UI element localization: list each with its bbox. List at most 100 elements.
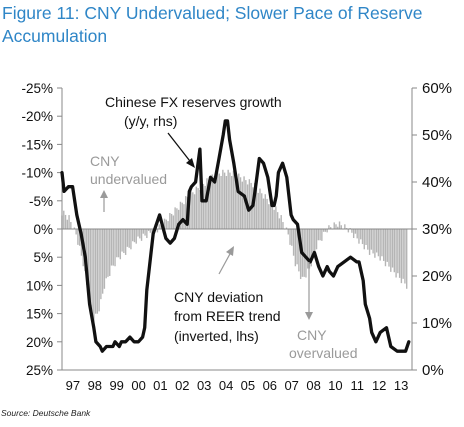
bar: [167, 221, 169, 229]
bar: [314, 229, 316, 252]
bar: [211, 174, 213, 229]
left-tick-label: 15%: [26, 307, 53, 322]
bar: [236, 178, 238, 229]
bar: [177, 209, 180, 229]
bar: [130, 229, 132, 250]
left-tick-label: 20%: [26, 335, 53, 350]
bar: [333, 222, 335, 229]
annotation-fx-line-1: Chinese FX reserves growth: [105, 94, 282, 110]
bar: [241, 181, 243, 229]
bar: [381, 229, 383, 257]
bar: [202, 183, 205, 229]
bar: [243, 176, 245, 229]
bar: [128, 229, 130, 248]
bar: [213, 176, 215, 229]
bar: [195, 186, 198, 229]
bar: [158, 224, 160, 229]
bar: [206, 178, 208, 229]
annotation-undervalued: CNY undervalued: [90, 153, 167, 212]
bar: [117, 229, 120, 258]
bar: [103, 229, 106, 289]
bar: [100, 229, 102, 300]
bar: [89, 229, 91, 306]
bar: [406, 229, 408, 289]
bar: [197, 188, 199, 229]
annotation-fx-reserves: Chinese FX reserves growth (y/y, rhs): [105, 94, 282, 168]
bar: [329, 227, 332, 229]
x-tick-label: 08: [306, 378, 320, 393]
annotation-undervalued-line-2: undervalued: [90, 171, 167, 187]
annotation-fx-line-2: (y/y, rhs): [124, 113, 177, 129]
bar: [261, 193, 263, 229]
bar: [391, 229, 394, 268]
x-tick-label: 99: [109, 378, 123, 393]
annotation-deviation-arrowhead: [226, 246, 234, 256]
bar: [285, 227, 288, 229]
bar: [400, 229, 403, 284]
bar: [319, 229, 321, 241]
bar: [190, 190, 192, 229]
bar: [78, 229, 81, 246]
bar: [223, 172, 226, 229]
bar: [276, 212, 279, 229]
bar: [266, 198, 268, 229]
bar: [395, 229, 397, 278]
x-tick-label: 11: [351, 378, 365, 393]
bar: [321, 229, 323, 241]
bar: [126, 229, 129, 247]
x-tick-label: 13: [394, 378, 408, 393]
line-series: [60, 119, 411, 353]
bar: [299, 229, 302, 280]
left-tick-label: 25%: [26, 363, 53, 378]
left-tick-label: -20%: [21, 109, 53, 124]
bar: [367, 229, 369, 250]
bar: [280, 215, 282, 229]
bar: [324, 229, 327, 232]
bar: [149, 229, 152, 233]
annotation-deviation-line-2: from REER trend: [174, 308, 281, 324]
bar: [397, 229, 399, 274]
right-tick-label: 10%: [422, 315, 452, 332]
bar: [216, 171, 219, 229]
bar: [110, 229, 113, 266]
bar: [185, 196, 187, 229]
bar: [351, 229, 353, 233]
right-tick-label: 30%: [422, 221, 452, 238]
bar: [227, 169, 229, 229]
bar: [273, 209, 275, 229]
x-tick-label: 98: [88, 378, 102, 393]
bar: [291, 229, 293, 246]
bar: [109, 229, 111, 276]
x-tick-label: 02: [175, 378, 189, 393]
bar: [255, 187, 258, 229]
bar: [124, 229, 127, 255]
bar: [354, 229, 357, 234]
bar: [368, 229, 371, 255]
bar: [278, 218, 281, 229]
bar: [107, 229, 109, 277]
bar: [209, 181, 212, 229]
bar: [222, 169, 224, 229]
bar: [93, 229, 95, 323]
bar: [239, 177, 242, 229]
left-tick-label: -25%: [21, 81, 53, 96]
x-tick-label: 07: [284, 378, 298, 393]
bar: [142, 229, 145, 234]
bar: [310, 229, 312, 267]
annotation-deviation-line-1: CNY deviation: [174, 289, 263, 305]
bar: [132, 229, 134, 242]
bar: [91, 229, 93, 314]
bar: [232, 170, 235, 229]
annotation-deviation-arrow: [218, 251, 232, 275]
bar: [101, 229, 104, 294]
bar: [358, 229, 360, 244]
left-tick-label: 5%: [33, 250, 53, 265]
bar: [296, 229, 298, 265]
bar: [338, 221, 341, 229]
bar: [170, 213, 173, 229]
bar: [87, 229, 90, 301]
x-tick-label: 06: [263, 378, 277, 393]
bar: [287, 229, 289, 235]
bar: [282, 222, 284, 229]
bar: [98, 229, 100, 312]
